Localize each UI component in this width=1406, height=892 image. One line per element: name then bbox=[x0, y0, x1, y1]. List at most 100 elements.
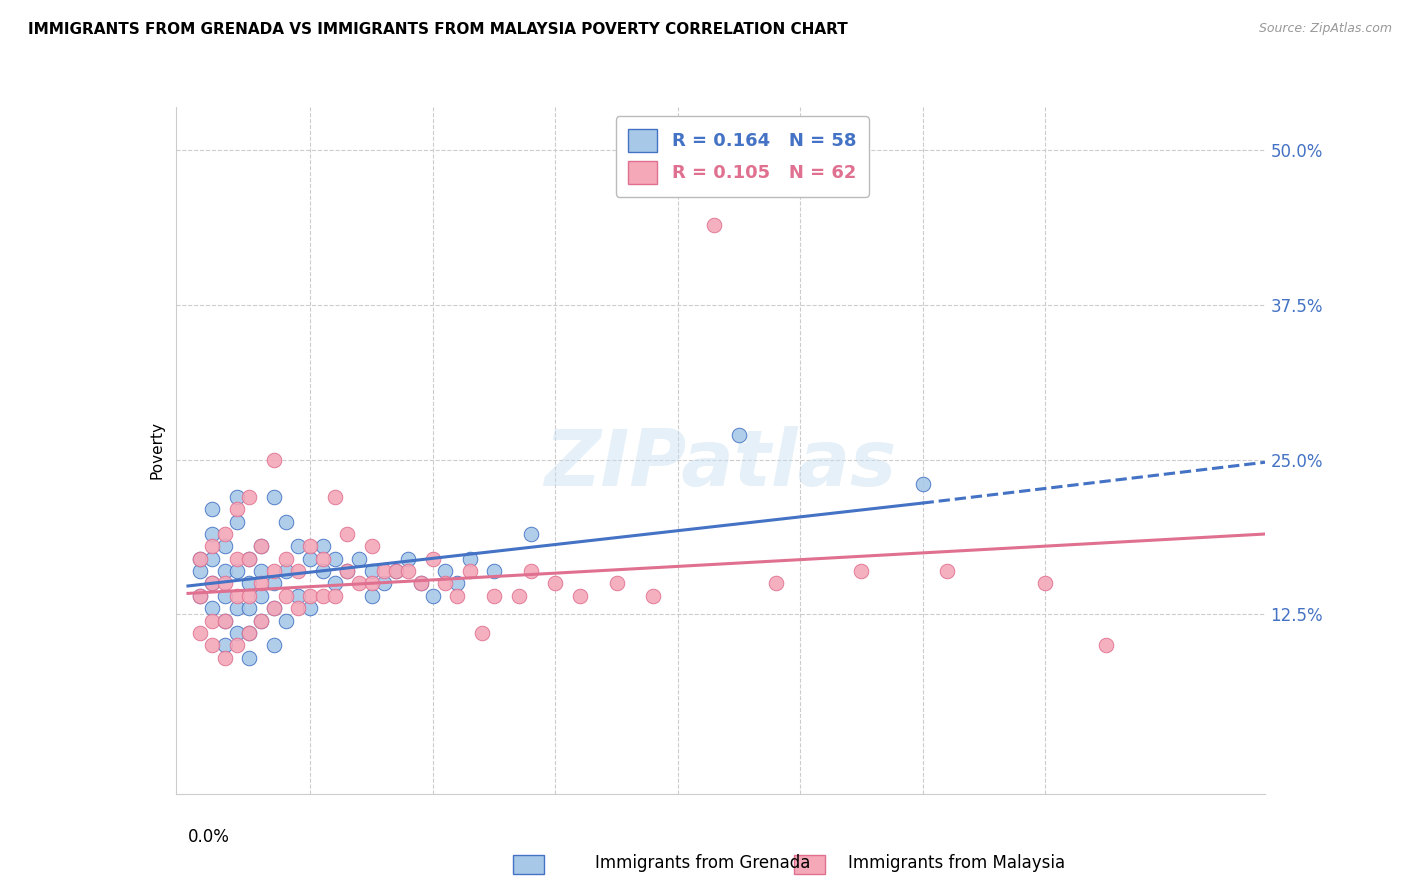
Point bbox=[214, 650, 236, 665]
Point bbox=[263, 490, 285, 504]
Point bbox=[323, 589, 346, 603]
Point bbox=[263, 601, 285, 615]
Point bbox=[287, 601, 309, 615]
Point bbox=[201, 614, 224, 628]
Point bbox=[311, 551, 333, 566]
Point bbox=[263, 601, 285, 615]
Point bbox=[201, 576, 224, 591]
Point bbox=[765, 576, 787, 591]
Point bbox=[360, 589, 382, 603]
Point bbox=[1095, 639, 1118, 653]
Point bbox=[311, 589, 333, 603]
Point bbox=[238, 626, 260, 640]
Point bbox=[422, 551, 444, 566]
Point bbox=[188, 589, 211, 603]
Point bbox=[274, 515, 297, 529]
Point bbox=[201, 540, 224, 554]
Point bbox=[936, 564, 959, 578]
Point bbox=[446, 576, 468, 591]
Point bbox=[458, 551, 481, 566]
Point bbox=[373, 564, 395, 578]
Point bbox=[336, 527, 359, 541]
Point bbox=[1033, 576, 1056, 591]
Point bbox=[250, 614, 273, 628]
Point bbox=[482, 564, 505, 578]
Text: Immigrants from Malaysia: Immigrants from Malaysia bbox=[848, 855, 1064, 872]
Point bbox=[311, 540, 333, 554]
Point bbox=[544, 576, 567, 591]
Point bbox=[250, 576, 273, 591]
Legend: R = 0.164   N = 58, R = 0.105   N = 62: R = 0.164 N = 58, R = 0.105 N = 62 bbox=[616, 116, 869, 197]
Point bbox=[728, 428, 751, 442]
Text: 0.0%: 0.0% bbox=[188, 828, 229, 847]
Point bbox=[471, 626, 494, 640]
Point bbox=[226, 551, 249, 566]
Point bbox=[188, 564, 211, 578]
Point bbox=[643, 589, 665, 603]
Point bbox=[226, 639, 249, 653]
Point bbox=[274, 589, 297, 603]
Point bbox=[250, 614, 273, 628]
Point bbox=[226, 502, 249, 516]
Point bbox=[250, 589, 273, 603]
Point bbox=[520, 564, 543, 578]
Point bbox=[434, 564, 457, 578]
Point bbox=[188, 551, 211, 566]
Point bbox=[201, 639, 224, 653]
Point bbox=[409, 576, 432, 591]
Point bbox=[238, 601, 260, 615]
Point bbox=[274, 551, 297, 566]
Point bbox=[336, 564, 359, 578]
Point bbox=[385, 564, 408, 578]
Point bbox=[323, 490, 346, 504]
Point bbox=[214, 576, 236, 591]
Point bbox=[238, 576, 260, 591]
Point bbox=[458, 564, 481, 578]
Point bbox=[396, 564, 419, 578]
Point bbox=[201, 601, 224, 615]
Point bbox=[201, 502, 224, 516]
Text: Immigrants from Grenada: Immigrants from Grenada bbox=[595, 855, 811, 872]
Point bbox=[360, 564, 382, 578]
Point bbox=[238, 589, 260, 603]
Point bbox=[238, 650, 260, 665]
Point bbox=[238, 626, 260, 640]
Point bbox=[336, 564, 359, 578]
Point bbox=[508, 589, 530, 603]
Point bbox=[226, 626, 249, 640]
Point bbox=[287, 564, 309, 578]
Point bbox=[349, 576, 371, 591]
Point bbox=[851, 564, 873, 578]
Point bbox=[201, 551, 224, 566]
Point bbox=[214, 540, 236, 554]
Point bbox=[263, 564, 285, 578]
Point bbox=[605, 576, 627, 591]
Point bbox=[201, 576, 224, 591]
Point bbox=[360, 540, 382, 554]
Point bbox=[263, 576, 285, 591]
Point bbox=[482, 589, 505, 603]
Point bbox=[238, 551, 260, 566]
Point bbox=[188, 589, 211, 603]
Point bbox=[287, 540, 309, 554]
Point bbox=[188, 626, 211, 640]
Y-axis label: Poverty: Poverty bbox=[149, 421, 165, 480]
Text: IMMIGRANTS FROM GRENADA VS IMMIGRANTS FROM MALAYSIA POVERTY CORRELATION CHART: IMMIGRANTS FROM GRENADA VS IMMIGRANTS FR… bbox=[28, 22, 848, 37]
Point bbox=[911, 477, 934, 491]
Point bbox=[238, 551, 260, 566]
Point bbox=[214, 527, 236, 541]
Point bbox=[250, 540, 273, 554]
Point bbox=[274, 564, 297, 578]
Point bbox=[422, 589, 444, 603]
Point bbox=[263, 452, 285, 467]
Point bbox=[201, 527, 224, 541]
Point bbox=[214, 564, 236, 578]
Point bbox=[299, 589, 322, 603]
Point bbox=[323, 551, 346, 566]
Point bbox=[214, 639, 236, 653]
Point bbox=[568, 589, 591, 603]
Point bbox=[703, 218, 725, 232]
Point bbox=[299, 551, 322, 566]
Point bbox=[446, 589, 468, 603]
Point bbox=[214, 589, 236, 603]
